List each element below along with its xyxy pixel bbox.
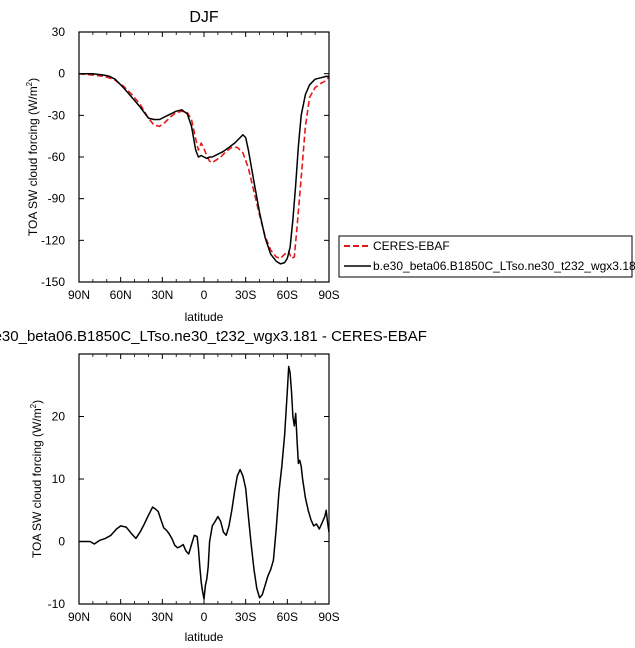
bottom-y-axis-label-tail: ) <box>30 400 44 404</box>
bottom-x-tick-label: 60S <box>277 610 298 624</box>
top-y-tick-label: 0 <box>58 67 65 81</box>
top-x-tick-label: 60N <box>110 288 132 302</box>
top-y-tick-label: -90 <box>48 192 66 206</box>
top-y-tick-label: -60 <box>48 150 66 164</box>
bottom-y-tick-labels: -10 0 10 20 <box>48 410 66 612</box>
bottom-x-axis-label: latitude <box>185 630 224 644</box>
top-plot-frame <box>78 31 330 283</box>
top-y-tick-labels: 30 0 -30 -60 -90 -120 -150 <box>41 25 65 289</box>
bottom-y-axis-label-main: TOA SW cloud forcing (W/m <box>30 408 44 558</box>
top-x-axis-label: latitude <box>185 310 224 324</box>
bottom-y-tick-label: -10 <box>48 597 66 611</box>
top-y-tick-label: 30 <box>52 25 66 39</box>
top-series-line-1 <box>78 72 330 260</box>
bottom-x-tick-label: 30S <box>235 610 256 624</box>
top-x-tick-label: 30S <box>235 288 256 302</box>
top-x-tick-label: 60S <box>277 288 298 302</box>
top-series <box>78 72 330 265</box>
top-y-axis-label-main: TOA SW cloud forcing (W/m <box>26 86 40 236</box>
bottom-y-tick-label: 20 <box>52 410 66 424</box>
bottom-series <box>79 365 330 600</box>
top-x-tick-label: 30N <box>151 288 173 302</box>
legend-label-ceres: CERES-EBAF <box>373 239 450 253</box>
top-series-line-2 <box>79 72 329 265</box>
top-y-tick-label: -120 <box>41 233 65 247</box>
bottom-x-tick-label: 90S <box>318 610 339 624</box>
top-title: DJF <box>189 9 219 26</box>
top-y-tick-label: -150 <box>41 275 65 289</box>
legend-box <box>338 235 633 278</box>
legend-label-model: b.e30_beta06.B1850C_LTso.ne30_t232_wgx3.… <box>373 259 635 273</box>
top-y-axis-label: TOA SW cloud forcing (W/m2) <box>25 78 40 236</box>
bottom-x-tick-labels: 90N 60N 30N 0 30S 60S 90S <box>68 610 340 624</box>
top-panel: DJF 90N 60N 30N 0 30S 60S 90S 30 0 -30 -60 -90 -120… <box>25 9 635 324</box>
bottom-y-axis-label-sup: 2 <box>29 403 38 408</box>
top-y-axis-label-tail: ) <box>26 78 40 82</box>
bottom-x-tick-label: 90N <box>68 610 90 624</box>
bottom-y-tick-label: 0 <box>58 535 65 549</box>
bottom-x-tick-label: 60N <box>110 610 132 624</box>
legend: CERES-EBAF b.e30_beta06.B1850C_LTso.ne30… <box>338 235 635 278</box>
top-x-tick-label: 0 <box>201 288 208 302</box>
top-x-tick-label: 90S <box>318 288 339 302</box>
bottom-x-tick-label: 0 <box>201 610 208 624</box>
bottom-plot-frame <box>78 353 330 605</box>
bottom-x-tick-label: 30N <box>151 610 173 624</box>
top-x-tick-label: 90N <box>68 288 90 302</box>
top-y-axis-label-sup: 2 <box>25 81 34 86</box>
bottom-series-line-1 <box>79 365 330 600</box>
top-y-tick-label: -30 <box>48 108 66 122</box>
bottom-title: b.e30_beta06.B1850C_LTso.ne30_t232_wgx3.… <box>0 328 427 345</box>
top-x-tick-labels: 90N 60N 30N 0 30S 60S 90S <box>68 288 340 302</box>
bottom-y-tick-label: 10 <box>52 472 66 486</box>
bottom-panel: b.e30_beta06.B1850C_LTso.ne30_t232_wgx3.… <box>0 328 427 644</box>
bottom-y-axis-label: TOA SW cloud forcing (W/m2) <box>29 400 44 558</box>
